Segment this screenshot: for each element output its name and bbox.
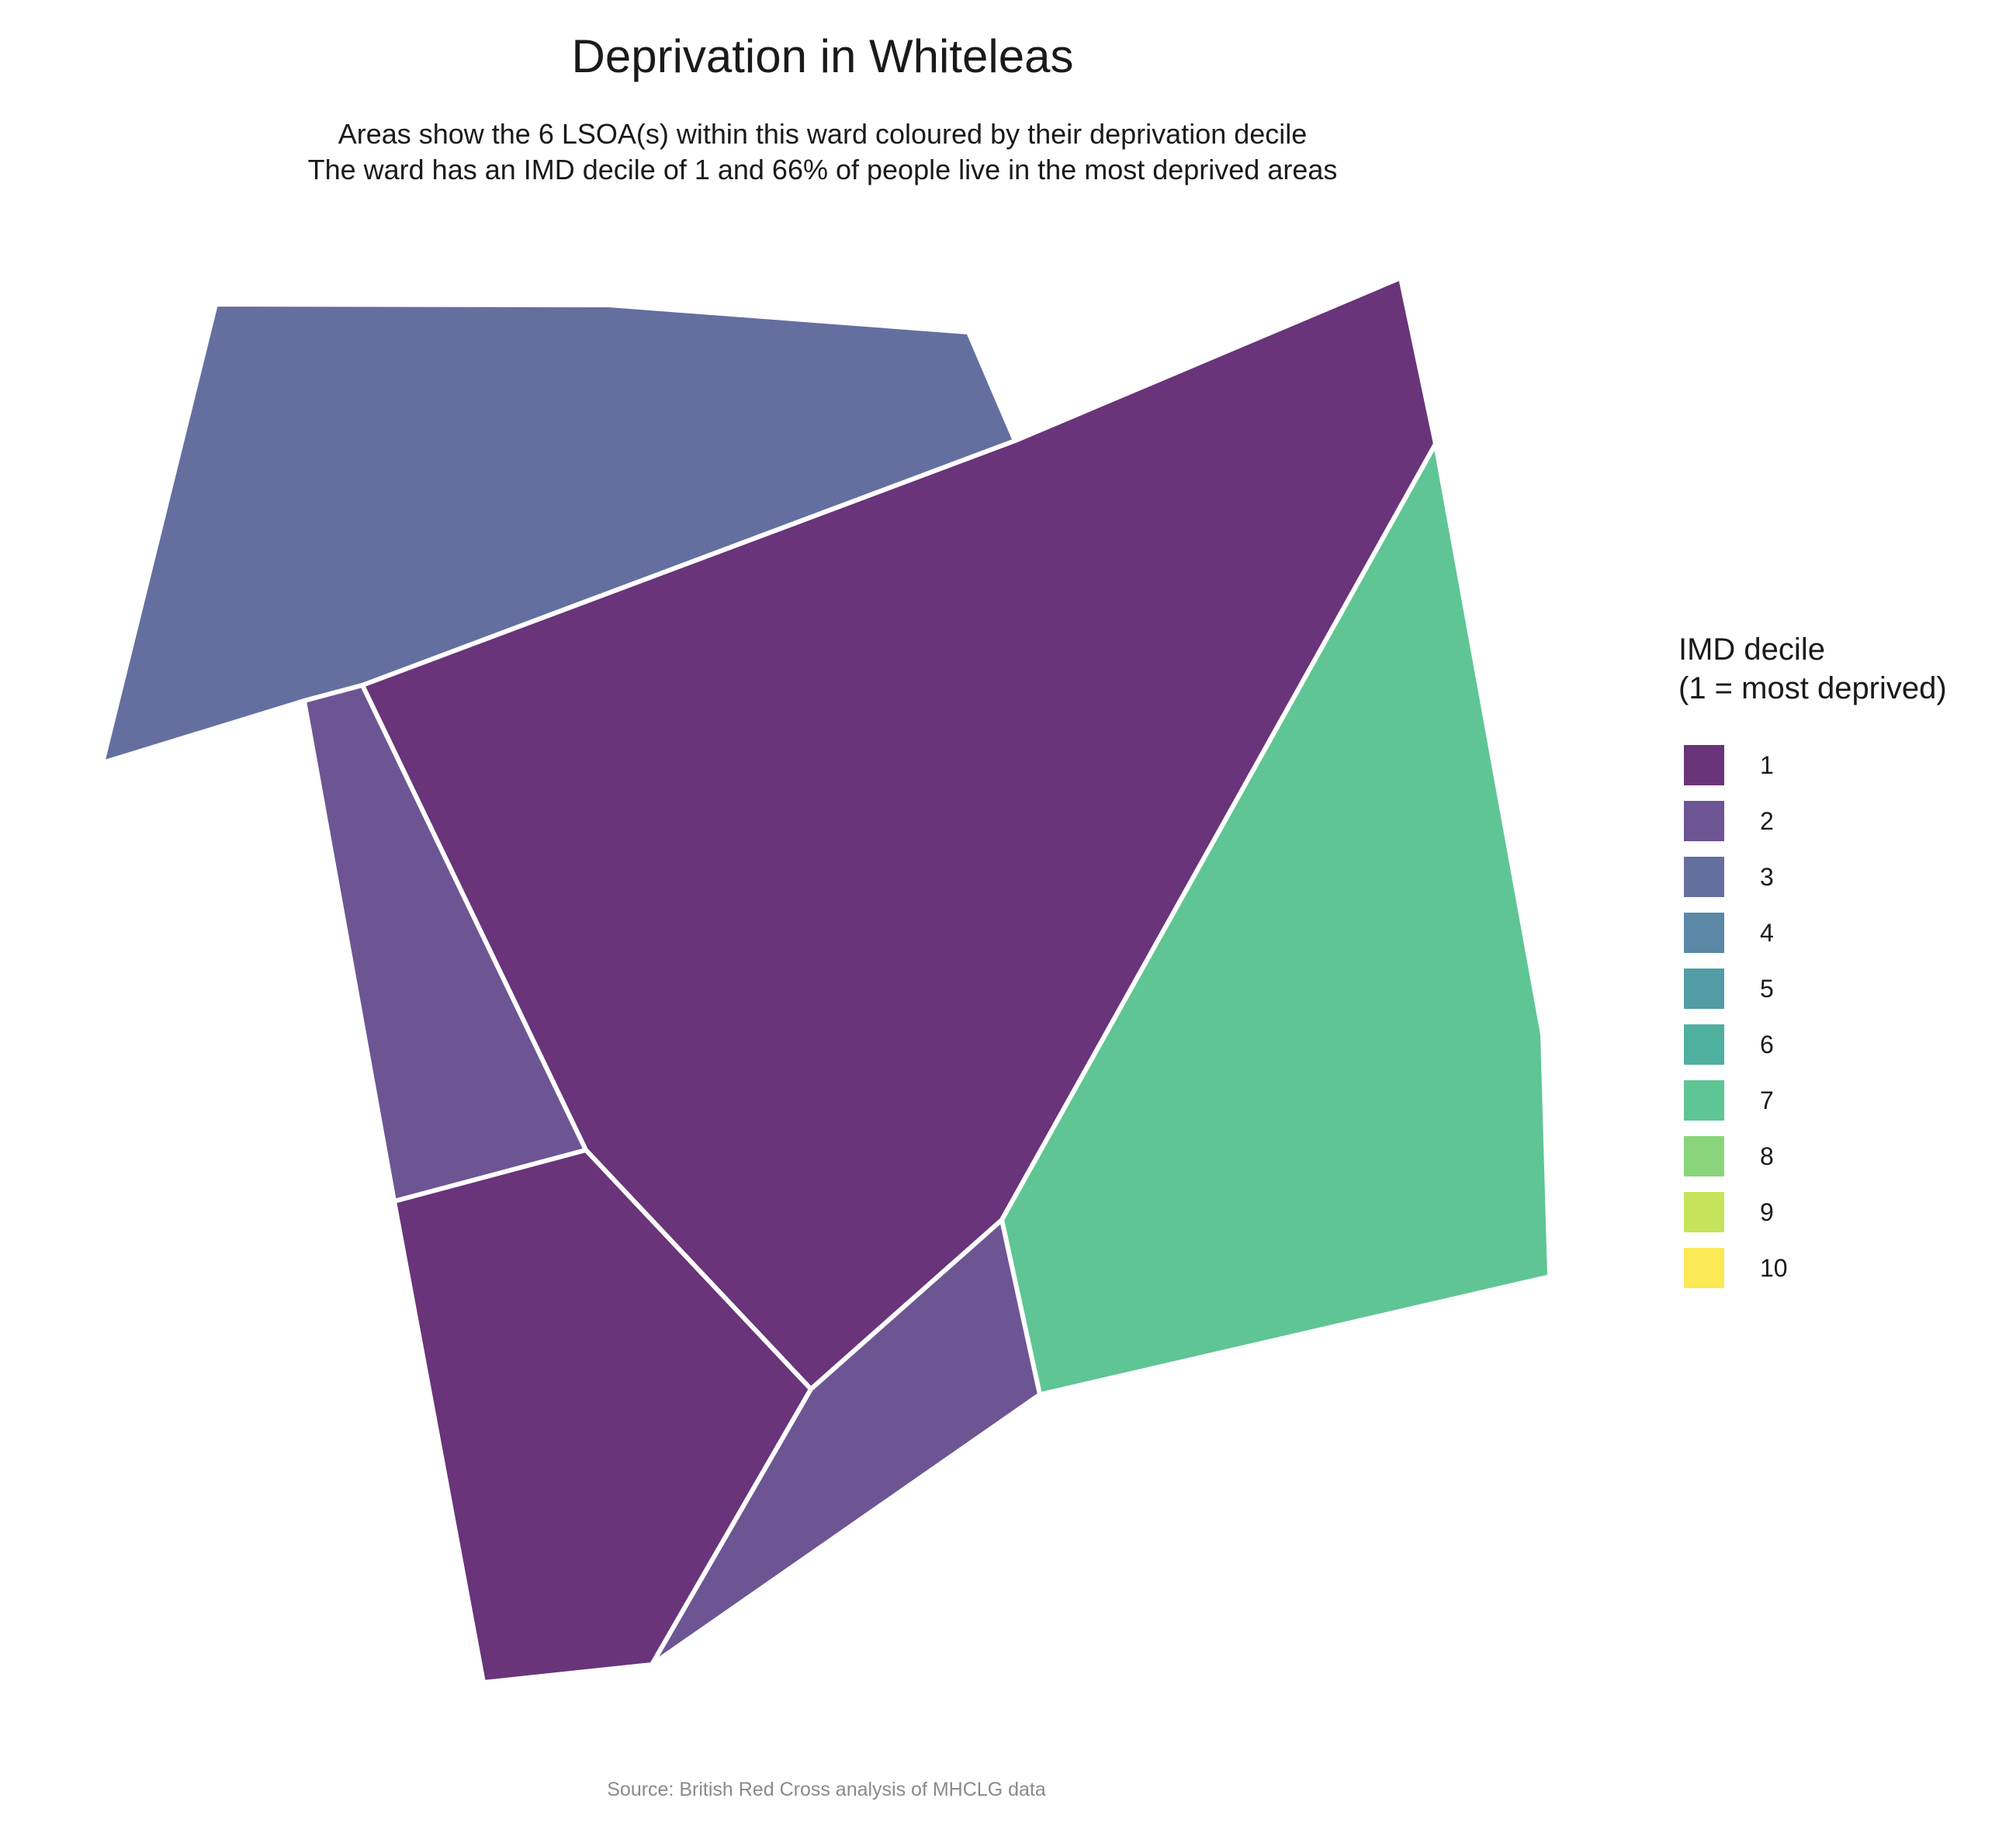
subtitle-line-2: The ward has an IMD decile of 1 and 66% … bbox=[307, 154, 1338, 185]
legend-title: IMD decile (1 = most deprived) bbox=[1678, 630, 1947, 708]
legend-item-6: 6 bbox=[1678, 1017, 1947, 1072]
legend-title-line-1: IMD decile bbox=[1678, 632, 1825, 667]
chart-subtitle: Areas show the 6 LSOA(s) within this war… bbox=[0, 116, 1645, 188]
legend-label-1: 1 bbox=[1760, 750, 1774, 779]
legend-swatch-6 bbox=[1684, 1024, 1724, 1065]
legend-swatch-3 bbox=[1684, 857, 1724, 897]
legend-label-8: 8 bbox=[1760, 1142, 1774, 1170]
legend-label-3: 3 bbox=[1760, 862, 1774, 891]
legend-items: 1 2 3 4 5 6 7 8 9 10 bbox=[1678, 737, 1947, 1296]
legend-title-line-2: (1 = most deprived) bbox=[1678, 671, 1947, 705]
legend-label-10: 10 bbox=[1760, 1253, 1788, 1282]
legend-item-2: 2 bbox=[1678, 793, 1947, 849]
legend-label-7: 7 bbox=[1760, 1086, 1774, 1114]
legend-swatch-5 bbox=[1684, 968, 1724, 1009]
legend-label-2: 2 bbox=[1760, 806, 1774, 835]
legend-swatch-9 bbox=[1684, 1192, 1724, 1232]
subtitle-line-1: Areas show the 6 LSOA(s) within this war… bbox=[338, 118, 1308, 150]
legend-item-1: 1 bbox=[1678, 737, 1947, 793]
lsoa-east bbox=[999, 442, 1552, 1397]
legend-item-9: 9 bbox=[1678, 1184, 1947, 1240]
legend-item-8: 8 bbox=[1678, 1128, 1947, 1184]
legend-swatch-2 bbox=[1684, 801, 1724, 841]
legend-label-5: 5 bbox=[1760, 974, 1774, 1003]
legend-item-7: 7 bbox=[1678, 1072, 1947, 1128]
source-note: Source: British Red Cross analysis of MH… bbox=[607, 1779, 1046, 1800]
legend-swatch-4 bbox=[1684, 913, 1724, 953]
lsoa-south bbox=[649, 1218, 1042, 1667]
legend-swatch-7 bbox=[1684, 1080, 1724, 1121]
chart-title: Deprivation in Whiteleas bbox=[571, 30, 1074, 82]
legend: IMD decile (1 = most deprived) 1 2 3 4 5 6 7 8 9… bbox=[1678, 630, 1947, 1296]
legend-item-4: 4 bbox=[1678, 905, 1947, 961]
legend-swatch-1 bbox=[1684, 745, 1724, 785]
legend-label-9: 9 bbox=[1760, 1197, 1774, 1226]
legend-label-4: 4 bbox=[1760, 918, 1774, 947]
legend-label-6: 6 bbox=[1760, 1030, 1774, 1059]
legend-item-3: 3 bbox=[1678, 849, 1947, 905]
legend-swatch-10 bbox=[1684, 1248, 1724, 1288]
legend-item-5: 5 bbox=[1678, 961, 1947, 1017]
legend-item-10: 10 bbox=[1678, 1240, 1947, 1296]
legend-swatch-8 bbox=[1684, 1136, 1724, 1176]
